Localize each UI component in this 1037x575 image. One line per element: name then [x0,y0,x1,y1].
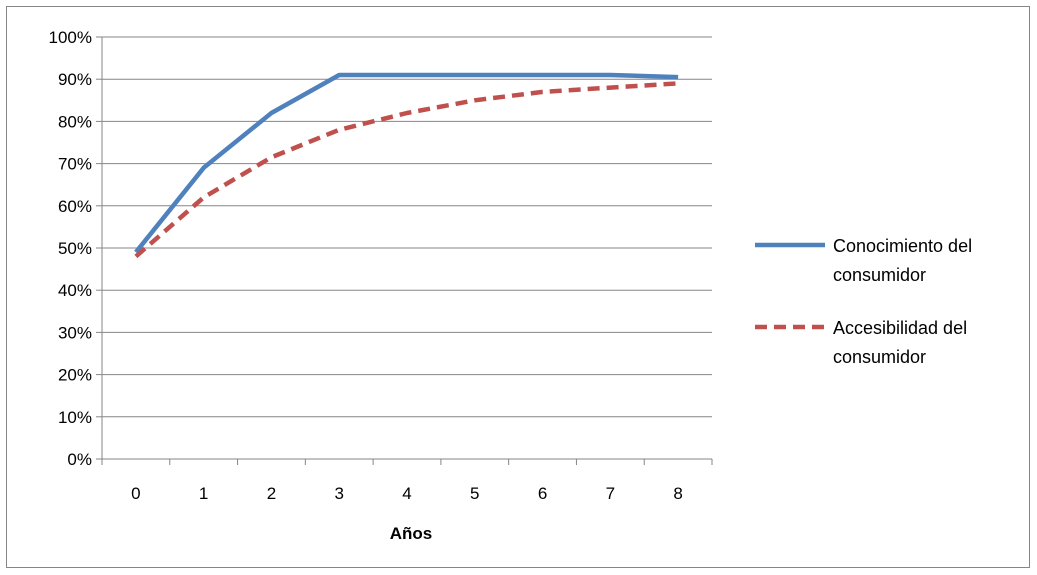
y-tick-label: 30% [58,323,92,342]
chart-frame: 0% 10% 20% 30% 40% 50% 60% 70% 80% 90% 100% 0 1 2 3 4 5… [6,6,1030,568]
axes [96,37,712,465]
x-tick-labels: 0 1 2 3 4 5 6 7 8 [131,484,683,503]
y-tick-label: 70% [58,155,92,174]
x-tick-label: 0 [131,484,140,503]
y-tick-label: 10% [58,408,92,427]
x-tick-label: 7 [606,484,615,503]
x-tick-label: 6 [538,484,547,503]
x-axis-title: Años [390,524,433,543]
x-tick-label: 3 [334,484,343,503]
x-tick-label: 5 [470,484,479,503]
y-tick-label: 40% [58,281,92,300]
line-chart: 0% 10% 20% 30% 40% 50% 60% 70% 80% 90% 100% 0 1 2 3 4 5… [7,7,1031,569]
gridlines [102,37,712,417]
y-tick-label: 0% [67,450,92,469]
y-tick-labels: 0% 10% 20% 30% 40% 50% 60% 70% 80% 90% 100% [49,28,92,469]
y-tick-label: 100% [49,28,92,47]
y-tick-label: 90% [58,70,92,89]
legend-label-2: consumidor [833,347,926,367]
x-tick-label: 1 [199,484,208,503]
x-tick-label: 8 [673,484,682,503]
x-tick-label: 4 [402,484,411,503]
legend-label-1: Conocimiento del [833,236,972,256]
legend: Conocimiento del consumidor Accesibilidad … [755,236,972,367]
series-line-2 [136,83,678,256]
legend-label-2: Accesibilidad del [833,318,967,338]
y-tick-label: 20% [58,366,92,385]
y-tick-label: 80% [58,112,92,131]
x-tick-label: 2 [267,484,276,503]
series-lines [136,75,678,256]
y-tick-label: 50% [58,239,92,258]
legend-label-1: consumidor [833,265,926,285]
y-tick-label: 60% [58,197,92,216]
